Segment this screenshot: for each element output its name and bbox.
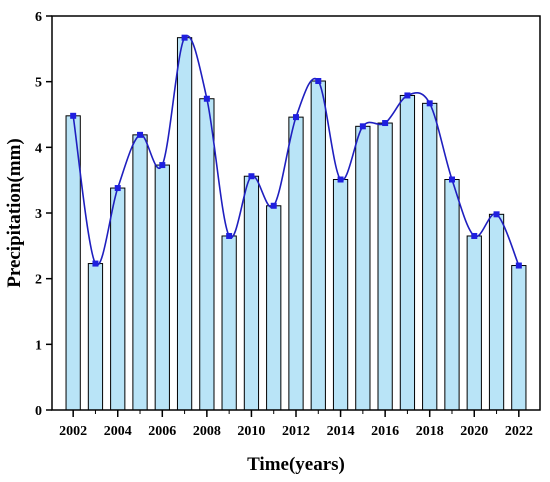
marker-2021 bbox=[493, 211, 500, 218]
markers-group bbox=[70, 34, 522, 269]
x-tick-label-2020: 2020 bbox=[460, 424, 488, 439]
x-tick-label-2012: 2012 bbox=[282, 424, 310, 439]
x-tick-label-2014: 2014 bbox=[327, 424, 355, 439]
bars-group bbox=[65, 37, 527, 411]
bar-2020 bbox=[466, 235, 482, 411]
bar-2004 bbox=[110, 187, 126, 411]
bar-2005 bbox=[132, 134, 148, 411]
x-tick-label-2008: 2008 bbox=[193, 424, 221, 439]
marker-2009 bbox=[226, 232, 233, 239]
bar-2018 bbox=[422, 102, 438, 411]
bar-2008 bbox=[199, 98, 215, 411]
y-axis: 0 1 2 3 4 5 6 bbox=[35, 10, 52, 419]
x-tick-label-2016: 2016 bbox=[371, 424, 399, 439]
marker-2006 bbox=[159, 162, 166, 169]
marker-2016 bbox=[382, 120, 389, 127]
marker-2004 bbox=[114, 185, 121, 192]
bar-2003 bbox=[87, 263, 104, 411]
x-tick-label-2022: 2022 bbox=[505, 424, 533, 439]
x-tick-label-2004: 2004 bbox=[104, 424, 132, 439]
marker-2020 bbox=[471, 232, 478, 239]
y-tick-label-5: 5 bbox=[35, 76, 42, 91]
marker-2007 bbox=[181, 34, 188, 41]
marker-2005 bbox=[137, 131, 144, 138]
marker-2002 bbox=[70, 112, 77, 119]
bar-2015 bbox=[355, 125, 371, 411]
y-tick-label-4: 4 bbox=[35, 141, 42, 156]
y-tick-label-0: 0 bbox=[35, 404, 42, 419]
x-tick-label-2002: 2002 bbox=[59, 424, 87, 439]
y-tick-label-6: 6 bbox=[35, 10, 42, 25]
bar-2022 bbox=[511, 265, 527, 411]
marker-2010 bbox=[248, 173, 255, 180]
y-axis-title: Precipitation(mm) bbox=[4, 138, 25, 288]
marker-2018 bbox=[426, 100, 433, 107]
marker-2013 bbox=[315, 78, 322, 85]
bar-2016 bbox=[377, 122, 393, 411]
x-tick-label-2018: 2018 bbox=[416, 424, 444, 439]
bar-2007 bbox=[176, 37, 193, 411]
marker-2019 bbox=[448, 176, 455, 183]
marker-2015 bbox=[359, 123, 366, 130]
bar-2021 bbox=[488, 213, 505, 411]
marker-2012 bbox=[293, 114, 299, 121]
bar-2017 bbox=[399, 94, 416, 411]
bar-2012 bbox=[288, 116, 304, 411]
marker-2022 bbox=[515, 262, 522, 269]
bar-2013 bbox=[310, 80, 326, 411]
marker-2014 bbox=[337, 176, 344, 183]
x-axis: 2002 2004 2006 2008 2010 2012 2014 2016 2018 2020… bbox=[59, 410, 533, 439]
marker-2008 bbox=[203, 95, 210, 102]
x-axis-title: Time(years) bbox=[247, 454, 345, 475]
y-tick-label-1: 1 bbox=[35, 338, 42, 353]
bar-2011 bbox=[266, 205, 282, 411]
bar-2019 bbox=[444, 179, 460, 411]
marker-2003 bbox=[92, 260, 99, 267]
x-tick-label-2006: 2006 bbox=[148, 424, 176, 439]
bar-2006 bbox=[154, 164, 170, 411]
marker-2017 bbox=[404, 92, 411, 99]
bar-2014 bbox=[332, 179, 349, 411]
marker-2011 bbox=[270, 202, 277, 209]
bar-2009 bbox=[221, 235, 237, 411]
bar-2010 bbox=[243, 175, 260, 411]
y-tick-label-2: 2 bbox=[35, 273, 42, 288]
y-tick-label-3: 3 bbox=[35, 207, 42, 222]
x-tick-label-2010: 2010 bbox=[237, 424, 265, 439]
